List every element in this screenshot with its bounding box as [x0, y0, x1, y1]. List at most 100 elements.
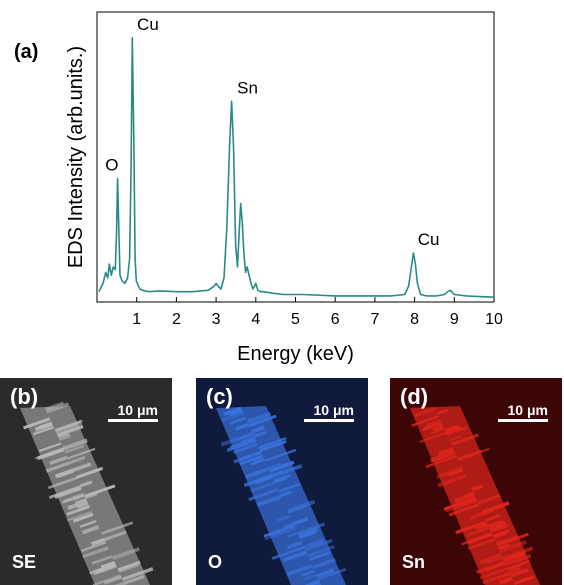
- nanowire-bristle: [62, 438, 88, 451]
- nanowire-bristle: [499, 540, 527, 554]
- nanowire-bristle: [64, 444, 85, 454]
- nanowire-bristle: [271, 469, 284, 477]
- nanowire-bristle: [445, 499, 478, 513]
- x-tick-label: 5: [291, 311, 300, 328]
- nanowire-bristle: [67, 447, 96, 460]
- nanowire-bristle: [443, 496, 477, 511]
- nanowire-bristle: [446, 426, 463, 435]
- nanowire-bristle: [82, 546, 109, 559]
- nanowire-bristle: [312, 558, 336, 570]
- nanowire-bristle: [436, 466, 463, 479]
- nanowire-bristle: [220, 432, 254, 447]
- panel-label-c: (c): [206, 384, 233, 409]
- eds-spectrum-line: [98, 37, 495, 298]
- se-map-panel: (b) 10 μm SE: [0, 378, 172, 585]
- x-tick-label: 6: [331, 311, 340, 328]
- nanowire-bristle: [69, 455, 86, 465]
- nanowire-bristle: [495, 535, 517, 545]
- scale-bar-label: 10 μm: [313, 402, 354, 418]
- nanowire-bristle: [223, 406, 242, 416]
- nanowire-bristle: [286, 499, 316, 513]
- nanowire-bristle: [79, 520, 97, 528]
- nanowire-bristle: [46, 402, 70, 414]
- nanowire-bristle: [482, 509, 495, 516]
- nanowire-bristle: [101, 521, 134, 535]
- nanowire-bristle: [304, 538, 333, 552]
- nanowire-bristle: [455, 520, 488, 535]
- nanowire-bristle: [47, 476, 78, 490]
- nanowire-bristle: [437, 474, 467, 488]
- nanowire-bristle: [507, 559, 530, 570]
- nanowire-bristle: [23, 417, 51, 430]
- channel-label-sn: Sn: [402, 552, 426, 572]
- nanowire-bristle: [457, 449, 483, 461]
- nanowire-bristle: [253, 456, 265, 464]
- nanowire-bristle: [503, 552, 526, 563]
- nanowire-bristle: [229, 416, 247, 425]
- nanowire-bristle: [286, 564, 313, 576]
- nanowire-bristle: [67, 510, 93, 522]
- nanowire-bristle: [411, 415, 440, 427]
- nanowire-bristle: [251, 425, 265, 434]
- nanowire-bristle: [492, 531, 507, 539]
- nanowire-bristle: [39, 442, 62, 452]
- nanowire-bristle: [54, 486, 82, 499]
- nanowire-bristle: [448, 503, 480, 517]
- nanowire-bristle: [437, 408, 449, 415]
- se-map-image: [0, 378, 172, 585]
- nanowire-bristle: [103, 530, 127, 542]
- nanowire-bristle: [510, 568, 529, 578]
- nanowire-bristle: [444, 424, 461, 434]
- nanowire-bristle: [56, 424, 84, 437]
- nanowire-bristle: [303, 538, 324, 549]
- nanowire-bristle: [309, 550, 332, 561]
- x-tick-label: 3: [212, 311, 221, 328]
- nanowire-bristle: [84, 484, 116, 498]
- nanowire-bristle: [268, 462, 290, 473]
- nanowire-bristle: [482, 571, 511, 585]
- nanowire-bristle: [49, 455, 68, 466]
- nanowire-bristle: [118, 563, 140, 574]
- nanowire-bristle: [298, 530, 317, 540]
- scale-bar-label: 10 μm: [117, 402, 158, 418]
- nanowire-bristle: [487, 519, 504, 528]
- nanowire-bristle: [264, 448, 297, 462]
- oxygen-map-panel: (c) 10 μm O: [196, 378, 368, 585]
- nanowire-bristle: [258, 437, 287, 449]
- nanowire-bristle: [55, 468, 74, 479]
- nanowire-bristle: [239, 454, 264, 466]
- nanowire-bristle: [466, 526, 490, 537]
- nanowire-bristle: [55, 420, 83, 434]
- nanowire-bristle: [34, 425, 54, 435]
- nanowire-bristle: [461, 532, 493, 546]
- nanowire-bristle: [57, 432, 69, 439]
- nanowire-bristle: [448, 468, 464, 477]
- nanowire-bristle: [304, 573, 317, 581]
- scale-bar: [108, 419, 158, 422]
- nanowire-bristle: [271, 545, 305, 560]
- nanowire-bristle: [263, 524, 295, 538]
- nanowire-bristle: [449, 435, 462, 442]
- nanowire-bristle: [316, 568, 335, 578]
- nanowire-bristle: [34, 422, 53, 432]
- nanowire-bristle: [471, 484, 484, 492]
- nanowire-bristle: [98, 564, 117, 573]
- nanowire-bristle: [485, 556, 503, 565]
- nanowire-bristle: [72, 512, 94, 523]
- x-tick-label: 7: [370, 311, 379, 328]
- nanowire-bristle: [419, 431, 447, 443]
- nanowire-bristle: [479, 567, 508, 580]
- nanowire-bristle: [317, 568, 347, 581]
- y-axis-label: EDS Intensity (arb.units.): [65, 46, 87, 268]
- x-tick-label: 1: [132, 311, 141, 328]
- nanowire-bristle: [273, 476, 288, 484]
- nanowire-bristle: [503, 550, 526, 561]
- channel-label-o: O: [208, 552, 223, 572]
- nanowire-bristle: [58, 433, 71, 442]
- nanowire-bristle: [513, 575, 535, 585]
- nanowire-bristle: [278, 482, 301, 493]
- x-tick-label: 2: [172, 311, 181, 328]
- x-tick-label: 9: [450, 311, 459, 328]
- nanowire-bristle: [280, 490, 292, 498]
- nanowire-bristle: [45, 401, 64, 411]
